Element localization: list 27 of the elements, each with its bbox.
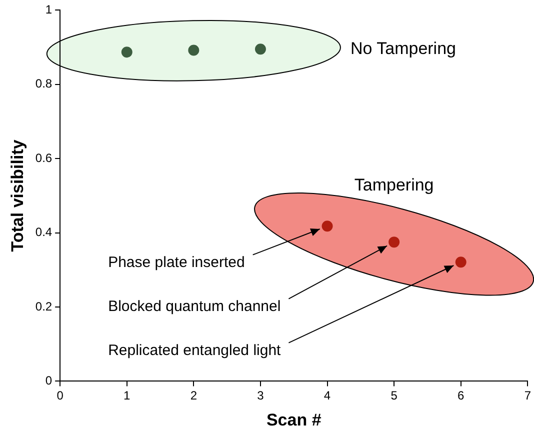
y-tick-label: 0.4 — [35, 225, 52, 240]
annotation: Phase plate inserted — [108, 254, 245, 271]
x-tick-label: 0 — [56, 388, 64, 403]
point — [388, 236, 400, 248]
y-tick-label: 0 — [45, 374, 52, 388]
point — [121, 46, 132, 58]
y-tick-label: 0.8 — [35, 76, 52, 91]
point — [188, 44, 200, 56]
x-tick-label: 5 — [390, 388, 398, 403]
y-tick-label: 0.2 — [35, 299, 52, 314]
point — [322, 220, 333, 232]
x-axis-title: Scan # — [266, 410, 322, 430]
x-tick-label: 6 — [458, 388, 465, 403]
annotation: Blocked quantum channel — [108, 298, 281, 315]
text: No Tampering — [350, 38, 456, 58]
y-axis-title: Total visibility — [8, 139, 27, 252]
y-tick-label: 0.6 — [35, 150, 52, 165]
x-tick-label: 7 — [524, 388, 532, 403]
point — [455, 256, 466, 268]
y-tick-label: 1 — [45, 2, 52, 17]
x-tick-label: 2 — [190, 388, 198, 403]
annotation: Replicated entangled light — [108, 342, 282, 359]
text: Tampering — [354, 175, 434, 194]
x-tick-label: 1 — [124, 388, 131, 403]
x-tick-label: 4 — [324, 388, 331, 403]
point — [254, 44, 266, 55]
x-tick-label: 3 — [257, 388, 264, 403]
